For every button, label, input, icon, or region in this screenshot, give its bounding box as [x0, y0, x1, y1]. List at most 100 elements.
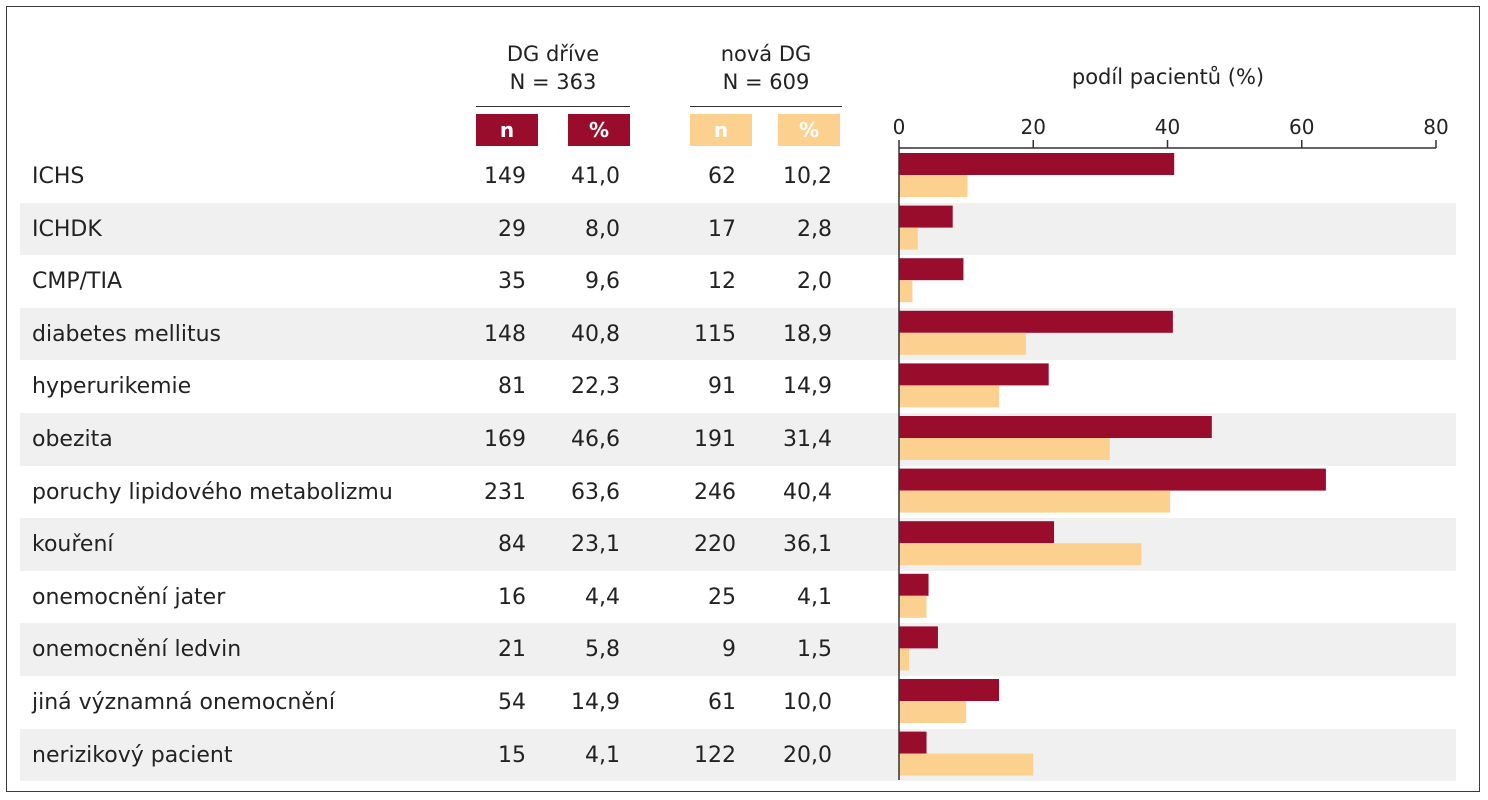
group1-n-badge: n: [476, 114, 538, 146]
row-label: CMP/TIA: [32, 269, 122, 295]
bar-dg-drive: [899, 679, 1000, 701]
bar-nova-dg: [899, 385, 1000, 408]
row-label: jiná významná onemocnění: [32, 690, 335, 715]
cell-dg-drive-n: 54: [498, 690, 526, 715]
cell-nova-dg-n: 122: [694, 742, 736, 768]
cell-dg-drive-pct: 63,6: [571, 479, 620, 505]
cell-dg-drive-n: 169: [484, 427, 526, 452]
cell-nova-dg-pct: 2,8: [797, 216, 832, 242]
bar-dg-drive: [899, 258, 964, 281]
group1-header: DG dříve N = 363: [476, 40, 630, 96]
cell-dg-drive-pct: 4,4: [585, 584, 620, 610]
bar-dg-drive: [899, 573, 929, 596]
cell-nova-dg-pct: 31,4: [783, 427, 832, 452]
cell-dg-drive-n: 21: [498, 637, 526, 663]
bar-nova-dg: [899, 227, 918, 250]
bar-dg-drive: [899, 205, 953, 228]
cell-dg-drive-pct: 40,8: [571, 321, 620, 347]
row-label: onemocnění jater: [32, 584, 226, 610]
row-stripe: [20, 413, 1456, 466]
bar-dg-drive: [899, 468, 1326, 491]
cell-nova-dg-pct: 1,5: [797, 637, 832, 663]
bar-nova-dg: [899, 753, 1034, 776]
group2-n-label: N = 609: [722, 70, 810, 94]
cell-nova-dg-pct: 14,9: [783, 374, 832, 400]
cell-nova-dg-pct: 10,2: [783, 164, 832, 189]
bar-dg-drive: [899, 153, 1175, 175]
cell-nova-dg-n: 246: [694, 479, 736, 505]
cell-nova-dg-n: 220: [694, 532, 736, 558]
cell-nova-dg-pct: 18,9: [783, 321, 832, 347]
row-label: ICHS: [32, 164, 85, 189]
cell-dg-drive-pct: 41,0: [571, 164, 620, 189]
group1-rule: [476, 106, 630, 107]
bar-nova-dg: [899, 543, 1142, 566]
bar-nova-dg: [899, 648, 910, 671]
row-label: diabetes mellitus: [32, 321, 222, 347]
bar-nova-dg: [899, 490, 1171, 513]
cell-dg-drive-n: 29: [498, 216, 526, 242]
row-stripe: [20, 202, 1456, 256]
group2-pct-badge: %: [778, 114, 840, 146]
row-stripe: [20, 623, 1456, 676]
bar-nova-dg: [899, 438, 1110, 460]
cell-nova-dg-n: 12: [708, 269, 736, 295]
row-label: ICHDK: [32, 216, 102, 242]
cell-dg-drive-n: 16: [498, 584, 526, 610]
group2-header: nová DG N = 609: [690, 40, 842, 96]
cell-dg-drive-pct: 8,0: [585, 216, 620, 242]
group1-label: DG dříve: [506, 42, 600, 66]
cell-dg-drive-n: 149: [484, 164, 526, 189]
group1-n-label: N = 363: [509, 70, 597, 94]
cell-nova-dg-pct: 20,0: [783, 742, 832, 768]
cell-nova-dg-n: 91: [708, 374, 736, 400]
cell-nova-dg-pct: 2,0: [797, 269, 832, 295]
row-label: obezita: [32, 427, 113, 452]
x-tick-label: 20: [1021, 115, 1046, 139]
cell-dg-drive-n: 231: [484, 479, 526, 505]
cell-dg-drive-n: 81: [498, 374, 526, 400]
cell-dg-drive-n: 148: [484, 321, 526, 347]
bar-dg-drive: [899, 731, 927, 754]
cell-dg-drive-n: 84: [498, 532, 526, 558]
x-tick-label: 40: [1155, 115, 1180, 139]
row-stripe: [20, 307, 1456, 361]
bar-nova-dg: [899, 701, 967, 723]
cell-dg-drive-pct: 4,1: [585, 742, 620, 768]
cell-dg-drive-n: 15: [498, 742, 526, 768]
cell-nova-dg-pct: 40,4: [783, 479, 832, 505]
row-label: poruchy lipidového metabolizmu: [32, 479, 393, 505]
bar-nova-dg: [899, 280, 913, 303]
cell-dg-drive-pct: 9,6: [585, 269, 620, 295]
row-stripe: [20, 728, 1456, 782]
cell-nova-dg-n: 25: [708, 584, 736, 610]
bar-dg-drive: [899, 626, 938, 649]
cell-dg-drive-n: 35: [498, 269, 526, 295]
cell-nova-dg-pct: 4,1: [797, 584, 832, 610]
cell-nova-dg-n: 191: [694, 427, 736, 452]
cell-nova-dg-n: 62: [708, 164, 736, 189]
row-label: onemocnění ledvin: [32, 637, 242, 663]
cell-dg-drive-pct: 22,3: [571, 374, 620, 400]
bar-dg-drive: [899, 310, 1173, 333]
cell-dg-drive-pct: 46,6: [571, 427, 620, 452]
x-tick-label: 60: [1289, 115, 1314, 139]
group2-label: nová DG: [720, 42, 812, 66]
bar-nova-dg: [899, 175, 968, 197]
x-tick-label: 0: [893, 115, 906, 139]
cell-nova-dg-n: 9: [722, 637, 736, 663]
cell-nova-dg-n: 61: [708, 690, 736, 715]
group2-n-badge: n: [690, 114, 752, 146]
bars: [899, 153, 1326, 776]
cell-dg-drive-pct: 23,1: [571, 532, 620, 558]
row-label: kouření: [32, 532, 114, 558]
row-label: nerizikový pacient: [32, 742, 233, 768]
group2-rule: [690, 106, 842, 107]
cell-nova-dg-pct: 36,1: [783, 532, 832, 558]
cell-nova-dg-pct: 10,0: [783, 690, 832, 715]
cell-nova-dg-n: 115: [694, 321, 736, 347]
cell-dg-drive-pct: 14,9: [571, 690, 620, 715]
row-label: hyperurikemie: [32, 374, 192, 400]
bar-dg-drive: [899, 416, 1212, 438]
